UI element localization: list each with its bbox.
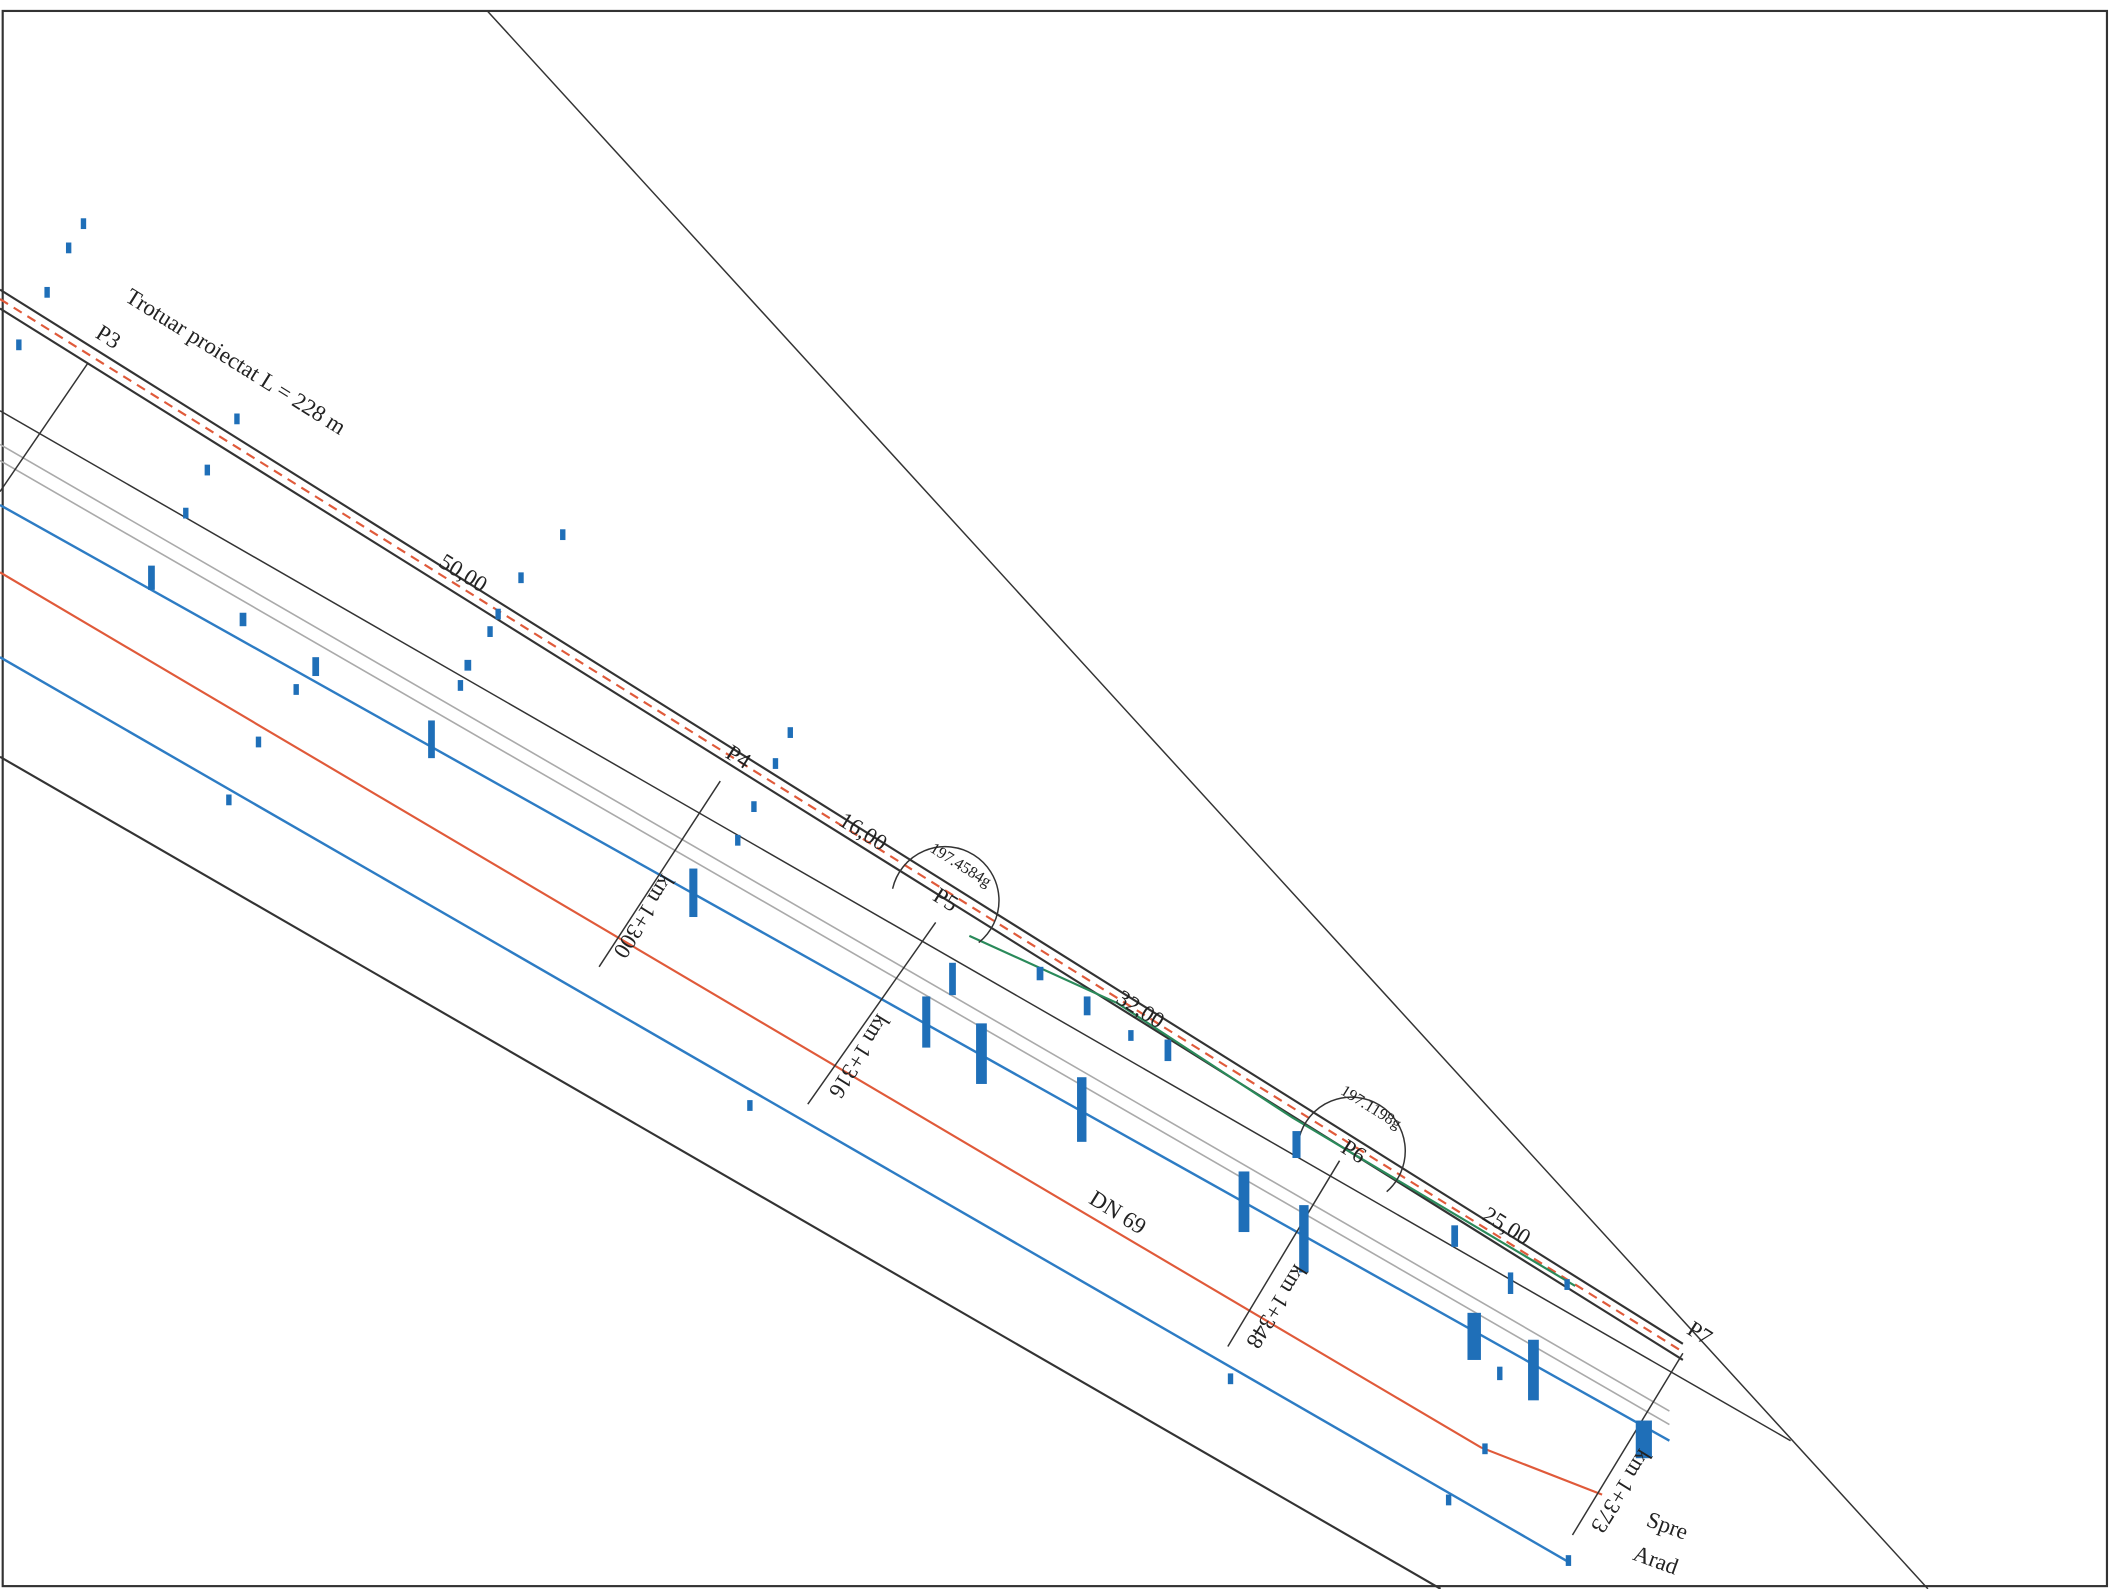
frame bbox=[1, 9, 2109, 1588]
sidewalk-edge bbox=[0, 307, 1684, 1361]
sidewalk-axis bbox=[0, 298, 1684, 1353]
survey-markers bbox=[16, 218, 1652, 1566]
chainage-label: km 1+300 bbox=[609, 870, 680, 963]
angle-label: 197.4584g bbox=[927, 840, 994, 891]
road-label: DN 69 bbox=[1085, 1185, 1151, 1239]
road-line bbox=[0, 459, 1670, 1426]
angle-arc bbox=[1298, 1096, 1406, 1193]
point-label: P7 bbox=[1683, 1316, 1717, 1350]
distance-label: 50,00 bbox=[435, 549, 492, 597]
profile-line bbox=[1227, 1160, 1341, 1347]
road-line bbox=[0, 443, 1670, 1412]
angle-label: 197.1198g bbox=[1337, 1082, 1404, 1132]
profile-line bbox=[1571, 1352, 1684, 1536]
angle-arc bbox=[891, 845, 1000, 944]
profile-line bbox=[598, 780, 721, 968]
utility-line bbox=[0, 503, 1671, 1442]
profile-line bbox=[807, 921, 937, 1105]
boundary-line bbox=[486, 10, 1929, 1589]
road-edge bbox=[0, 755, 1442, 1589]
distance-label: 32,00 bbox=[1112, 985, 1169, 1033]
utility-line bbox=[0, 656, 1570, 1563]
direction-label: Spre bbox=[1643, 1507, 1691, 1545]
road-axis bbox=[0, 571, 1603, 1496]
point-label: P3 bbox=[92, 320, 126, 354]
direction-label: Arad bbox=[1630, 1540, 1682, 1579]
chainage-label: km 1+316 bbox=[824, 1010, 895, 1103]
profile-line bbox=[0, 363, 89, 493]
point-label: P5 bbox=[929, 883, 963, 917]
existing-edge bbox=[968, 934, 1576, 1287]
road-edge bbox=[0, 410, 1791, 1442]
